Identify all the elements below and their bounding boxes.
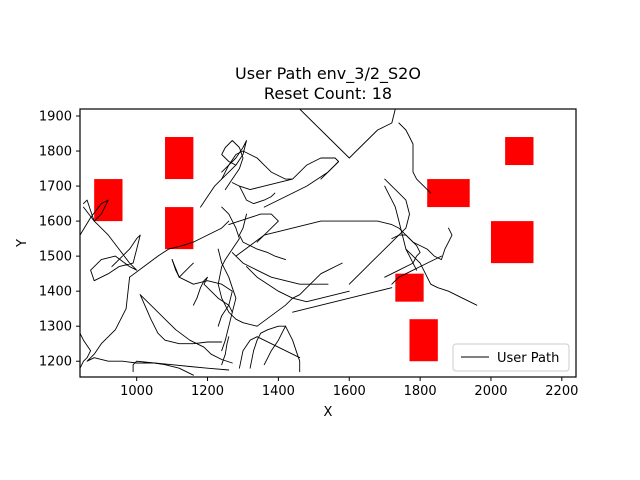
path-segment-13: [221, 336, 230, 366]
x-tick-label: 2200: [545, 384, 578, 399]
path-segment-8: [129, 220, 230, 278]
path-segment-25: [231, 252, 329, 285]
path-segment-15: [249, 325, 286, 369]
path-segment-12: [217, 248, 237, 352]
x-tick-label: 1400: [262, 384, 295, 399]
x-axis: 1000 1200 1400 1600 1800 2000 2200: [120, 377, 578, 399]
path-segment-9: [171, 259, 194, 278]
path-segment-36: [405, 227, 453, 261]
obstacle-2: [165, 137, 194, 180]
plot-frame: [79, 108, 577, 378]
path-segment-17: [285, 325, 301, 373]
chart-title-line-1: User Path env_3/2_S2O: [235, 64, 421, 84]
path-segment-4: [80, 332, 92, 369]
path-segment-22: [221, 140, 244, 191]
x-tick-label: 2000: [474, 384, 507, 399]
path-segment-38: [405, 248, 478, 306]
legend-box: [452, 343, 570, 372]
obstacle-layer: [94, 137, 534, 362]
y-tick-label: 1200: [39, 355, 72, 370]
path-segment-23: [228, 213, 279, 243]
y-axis: 1200 1300 1400 1500 1600 1700 1800 1900: [39, 110, 80, 370]
y-tick-label: 1700: [39, 180, 72, 195]
path-segment-30: [299, 109, 396, 159]
y-tick-label: 1400: [39, 285, 72, 300]
x-tick-label: 1800: [404, 384, 437, 399]
path-segment-39: [384, 234, 421, 278]
obstacle-4: [427, 179, 470, 208]
obstacle-6: [490, 221, 534, 264]
path-segment-35: [398, 122, 432, 194]
obstacle-3: [165, 207, 194, 250]
path-layer: [80, 109, 478, 376]
x-tick-label: 1600: [333, 384, 366, 399]
path-segment-31: [263, 161, 340, 208]
path-segment-33: [348, 178, 410, 285]
path-segment-2: [83, 206, 141, 282]
obstacle-7: [395, 273, 424, 302]
path-segment-19: [217, 206, 258, 327]
path-segment-10: [171, 259, 233, 327]
path-segment-3: [86, 276, 194, 376]
y-tick-label: 1300: [39, 320, 72, 335]
path-segment-27: [235, 220, 407, 257]
y-tick-label: 1600: [39, 215, 72, 230]
path-segment-37: [391, 255, 442, 285]
path-segment-6: [139, 294, 233, 364]
path-segment-29: [292, 287, 393, 313]
path-segment-21: [221, 150, 294, 191]
legend-label: User Path: [497, 351, 559, 366]
x-axis-label: X: [324, 405, 333, 420]
y-tick-label: 1800: [39, 145, 72, 160]
path-segment-1: [80, 199, 109, 236]
obstacle-5: [505, 137, 534, 166]
path-segment-20: [200, 140, 247, 208]
path-segment-16: [263, 325, 286, 366]
x-tick-label: 1200: [191, 384, 224, 399]
legend: User Path: [452, 343, 570, 372]
obstacle-8: [409, 319, 438, 362]
path-segment-24: [238, 185, 276, 205]
path-segment-7: [139, 294, 223, 345]
y-tick-label: 1900: [39, 110, 72, 125]
y-tick-label: 1500: [39, 250, 72, 265]
x-tick-label: 1000: [120, 384, 153, 399]
path-segment-34: [384, 185, 418, 271]
path-segment-14: [238, 336, 301, 369]
path-segment-28: [256, 262, 343, 327]
y-axis-label: Y: [15, 239, 30, 248]
chart-title-line-2: Reset Count: 18: [264, 84, 392, 103]
path-segment-32: [292, 157, 340, 180]
path-segment-5: [132, 360, 230, 373]
